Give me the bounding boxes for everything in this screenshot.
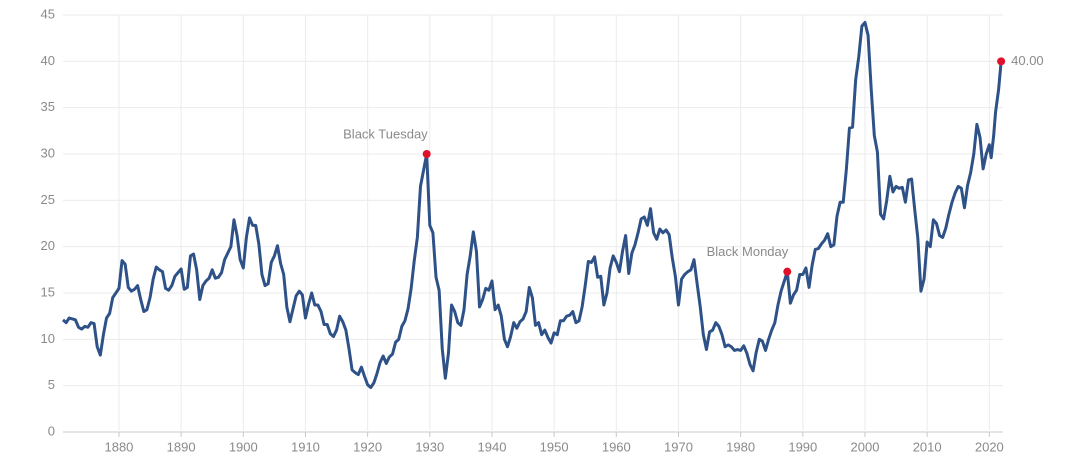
x-tick-label: 1960 (602, 439, 631, 454)
x-tick-label: 1990 (788, 439, 817, 454)
x-tick-label: 1880 (104, 439, 133, 454)
x-tick-label: 2010 (913, 439, 942, 454)
y-tick-label: 45 (41, 6, 55, 21)
highlight-marker (783, 267, 792, 276)
y-tick-label: 40 (41, 53, 55, 68)
annotation-label: Black Monday (707, 244, 789, 259)
y-tick-label: 0 (48, 423, 55, 438)
annotation-label: Black Tuesday (343, 126, 428, 141)
y-tick-label: 20 (41, 238, 55, 253)
x-tick-label: 2000 (851, 439, 880, 454)
x-tick-label: 2020 (975, 439, 1004, 454)
y-tick-label: 15 (41, 284, 55, 299)
y-tick-label: 10 (41, 331, 55, 346)
y-tick-label: 30 (41, 145, 55, 160)
x-tick-label: 1910 (291, 439, 320, 454)
x-tick-label: 1900 (229, 439, 258, 454)
x-tick-label: 1920 (353, 439, 382, 454)
y-tick-label: 25 (41, 192, 55, 207)
value-label: 40.00 (1011, 53, 1044, 68)
x-tick-label: 1970 (664, 439, 693, 454)
x-tick-label: 1940 (478, 439, 507, 454)
x-tick-label: 1980 (726, 439, 755, 454)
highlight-marker (422, 150, 431, 158)
x-tick-label: 1930 (415, 439, 444, 454)
x-tick-label: 1950 (540, 439, 569, 454)
y-tick-label: 35 (41, 99, 55, 114)
data-line (62, 20, 1003, 390)
y-tick-label: 5 (48, 377, 55, 392)
highlight-marker (997, 57, 1006, 66)
x-tick-label: 1890 (167, 439, 196, 454)
